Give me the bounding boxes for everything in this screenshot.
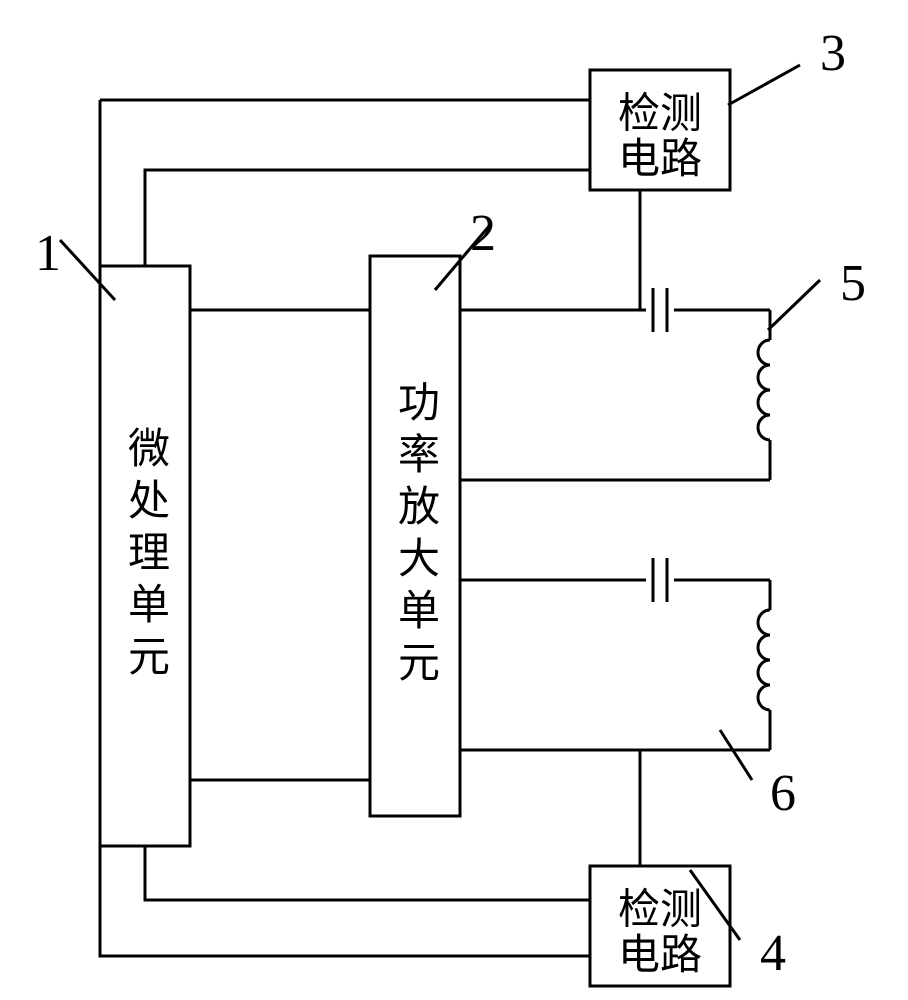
block-det_top-label1: 检测 <box>618 91 702 138</box>
block-mpu: 微处理单元 <box>100 266 190 846</box>
callout-l1: 1 <box>35 225 61 282</box>
leader-l5 <box>768 280 820 330</box>
leader-l6 <box>720 730 752 780</box>
block-amp: 功率放大单元 <box>370 256 460 816</box>
block-det_top-label2: 电路 <box>618 137 702 183</box>
callout-l3: 3 <box>820 25 846 82</box>
capacitor-c2 <box>653 558 667 602</box>
block-det_bot: 检测电路 <box>590 866 730 986</box>
block-mpu-label: 微处理单元 <box>115 426 176 686</box>
inductor-l_ind1 <box>758 340 770 440</box>
block-det_bot-label2: 电路 <box>618 933 702 979</box>
block-det_top: 检测电路 <box>590 70 730 190</box>
leader-l3 <box>728 65 800 105</box>
capacitor-c1 <box>653 288 667 332</box>
wire-mpu_to_dettop_upper <box>100 100 590 266</box>
callout-l6: 6 <box>770 765 796 822</box>
callout-l5: 5 <box>840 255 866 312</box>
callout-l2: 2 <box>470 205 496 262</box>
wire-mpu_to_dettop_lower <box>145 170 590 266</box>
wire-mpu_to_detbot_upper <box>145 846 590 900</box>
block-amp-label: 功率放大单元 <box>385 380 446 692</box>
inductor-l_ind2 <box>758 610 770 710</box>
callout-l4: 4 <box>760 925 786 982</box>
block-det_bot-label1: 检测 <box>618 887 702 934</box>
